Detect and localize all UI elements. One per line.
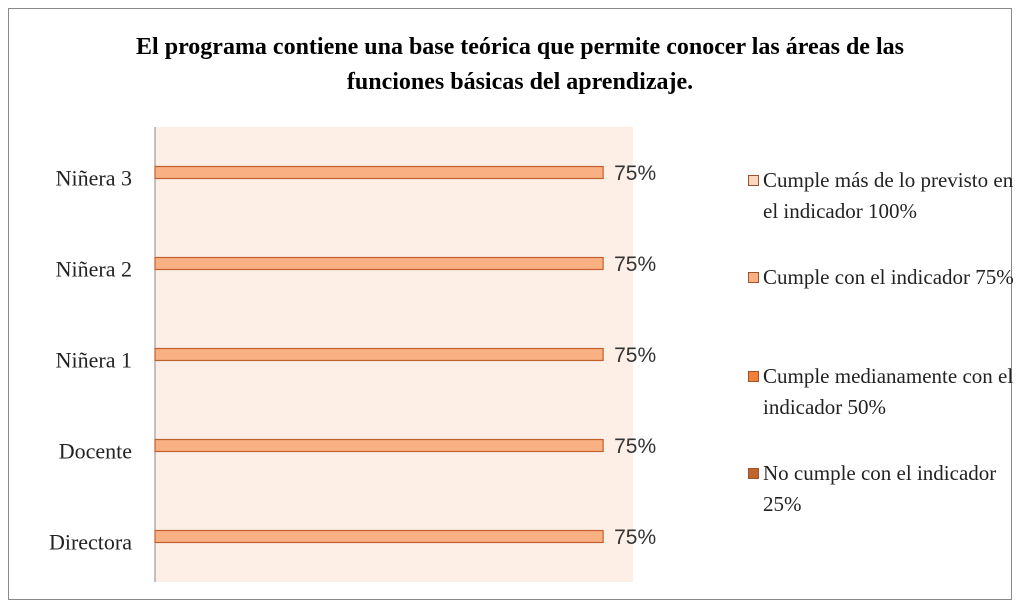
chart-title: El programa contiene una base teórica qu… <box>136 34 904 95</box>
legend-item: Cumple con el indicador 75% <box>748 262 1016 293</box>
data-label: 75% <box>614 162 656 185</box>
legend-label: Cumple más de lo previsto en el indicado… <box>763 168 1014 223</box>
bar <box>154 529 604 544</box>
y-tick-label: Niñera 2 <box>56 257 132 282</box>
bar <box>154 347 604 362</box>
bar <box>154 438 604 453</box>
legend-item: Cumple medianamente con el indicador 50% <box>748 361 1016 423</box>
legend-swatch <box>748 175 759 186</box>
data-label: 75% <box>614 435 656 458</box>
legend-label: Cumple medianamente con el indicador 50% <box>763 364 1014 419</box>
legend-label: Cumple con el indicador 75% <box>763 265 1014 289</box>
data-label: 75% <box>614 253 656 276</box>
y-tick-label: Docente <box>59 439 132 464</box>
data-label: 75% <box>614 344 656 367</box>
y-tick-label: Niñera 3 <box>56 166 132 191</box>
y-tick-label: Niñera 1 <box>56 348 132 373</box>
legend-swatch <box>748 272 759 283</box>
legend-label: No cumple con el indicador 25% <box>763 461 997 516</box>
legend-swatch <box>748 468 759 479</box>
legend-swatch <box>748 371 759 382</box>
y-tick-label: Directora <box>49 530 132 555</box>
data-label: 75% <box>614 526 656 549</box>
legend-item: No cumple con el indicador 25% <box>748 458 1016 520</box>
bar <box>154 165 604 180</box>
bar <box>154 256 604 271</box>
legend-item: Cumple más de lo previsto en el indicado… <box>748 165 1016 227</box>
